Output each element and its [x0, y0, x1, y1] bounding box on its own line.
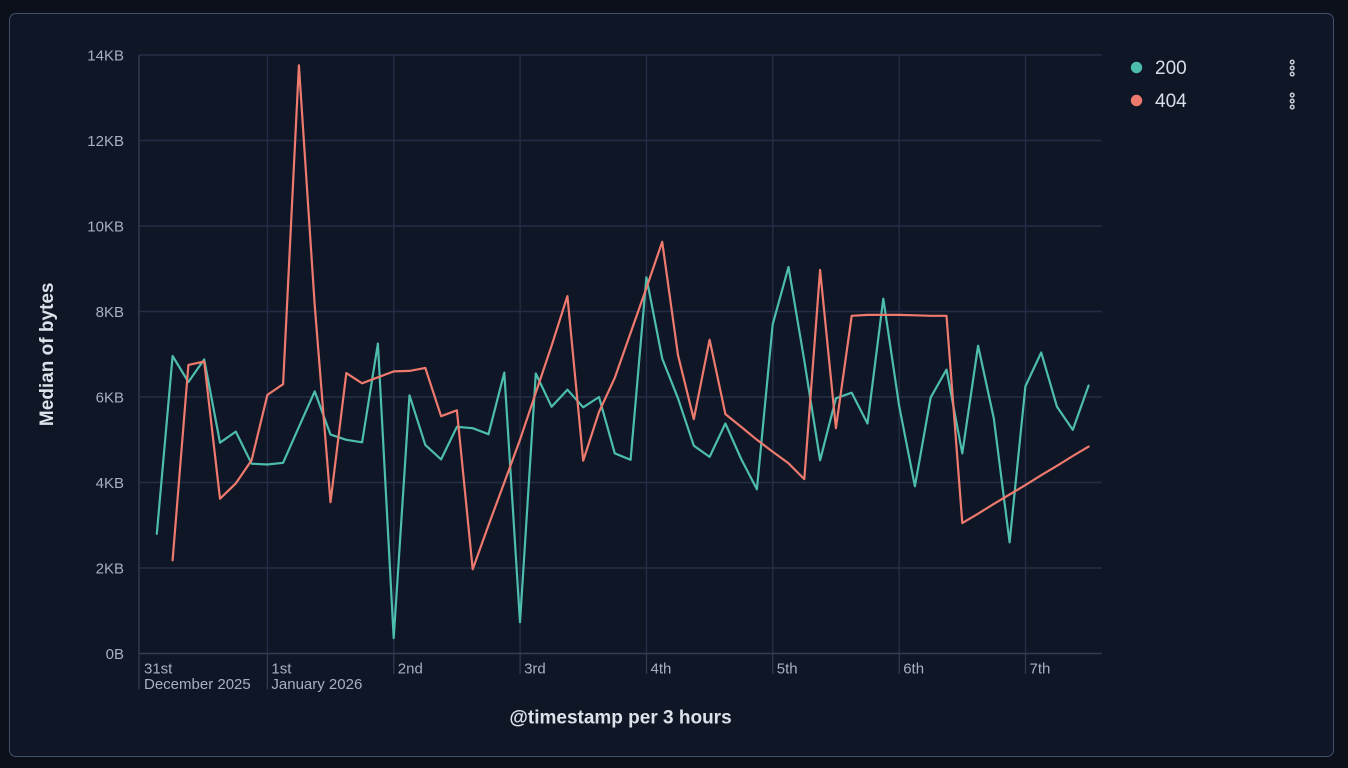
svg-text:2KB: 2KB — [96, 561, 124, 578]
svg-text:10KB: 10KB — [87, 219, 124, 236]
svg-text:14KB: 14KB — [87, 48, 124, 65]
svg-text:6KB: 6KB — [96, 390, 124, 407]
svg-text:5th: 5th — [777, 661, 798, 678]
svg-text:3rd: 3rd — [524, 661, 546, 678]
svg-text:December 2025: December 2025 — [144, 676, 251, 693]
svg-text:Median of bytes: Median of bytes — [37, 283, 58, 427]
svg-text:1st: 1st — [271, 661, 292, 678]
svg-text:2nd: 2nd — [398, 661, 423, 678]
svg-text:7th: 7th — [1030, 661, 1051, 678]
svg-text:0B: 0B — [106, 646, 124, 663]
svg-text:404: 404 — [1155, 91, 1187, 112]
svg-text:31st: 31st — [144, 661, 173, 678]
svg-text:200: 200 — [1155, 58, 1187, 79]
svg-text:4th: 4th — [651, 661, 672, 678]
svg-text:@timestamp per 3 hours: @timestamp per 3 hours — [509, 708, 731, 729]
svg-text:January 2026: January 2026 — [271, 676, 362, 693]
svg-text:12KB: 12KB — [87, 133, 124, 150]
svg-text:4KB: 4KB — [96, 475, 124, 492]
svg-text:8KB: 8KB — [96, 304, 124, 321]
svg-text:6th: 6th — [903, 661, 924, 678]
